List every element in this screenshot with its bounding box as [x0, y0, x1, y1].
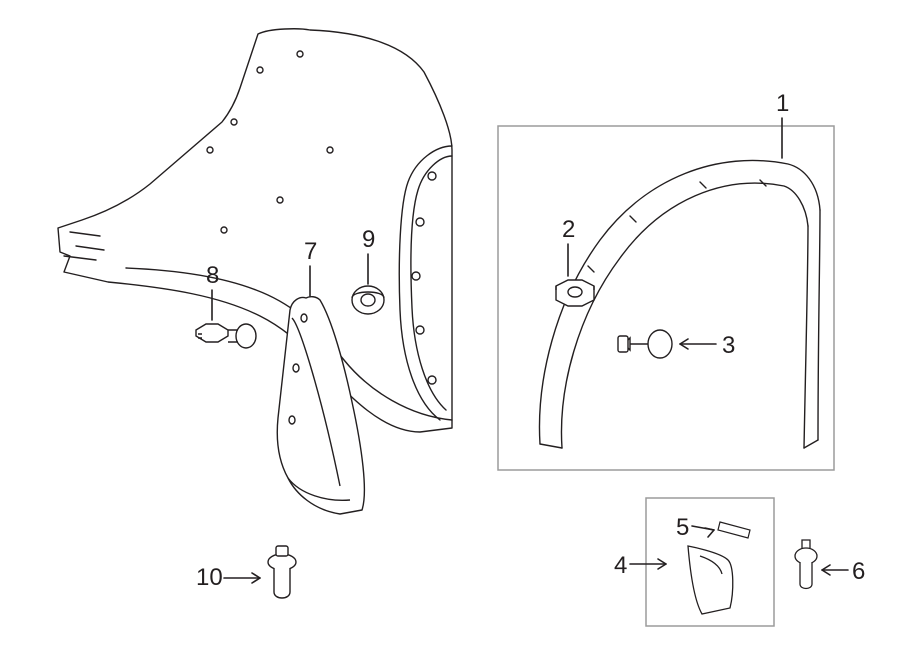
tape-5 [718, 522, 750, 538]
fender-panel [58, 29, 452, 432]
callout-7: 7 [304, 240, 317, 264]
nut-2 [556, 280, 594, 306]
bolt-8 [196, 324, 256, 348]
callout-1: 1 [776, 92, 789, 116]
callout-8: 8 [206, 264, 219, 288]
mud-guard [277, 297, 364, 514]
callout-frame-1 [498, 126, 834, 470]
callout-2: 2 [562, 218, 575, 242]
clip-6 [795, 540, 817, 589]
clip-10 [268, 546, 296, 598]
callout-5: 5 [676, 516, 689, 540]
grommet-9 [352, 286, 384, 314]
pad-4 [688, 546, 733, 614]
callout-6: 6 [852, 560, 865, 584]
callout-10: 10 [196, 566, 223, 590]
parts-diagram [0, 0, 900, 661]
clip-3 [618, 330, 672, 358]
callout-9: 9 [362, 228, 375, 252]
callout-3: 3 [722, 334, 735, 358]
callout-4: 4 [614, 554, 627, 578]
